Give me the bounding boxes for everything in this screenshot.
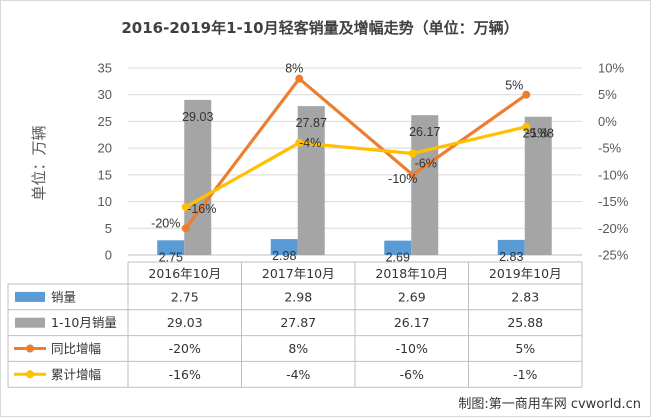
table-cell: -1%: [513, 367, 537, 382]
y-tick-label: 15: [98, 167, 112, 182]
table-cell: 27.87: [280, 315, 316, 330]
y-tick-label: 10: [98, 194, 112, 209]
y-tick-label: 30: [98, 87, 112, 102]
table-cell: 2.98: [284, 289, 312, 304]
line-data-label: 5%: [505, 79, 523, 93]
bar-data-label: 2.75: [159, 250, 183, 264]
line-point: [522, 122, 531, 131]
category-label: 2016年10月: [148, 266, 221, 281]
table-cell: 8%: [288, 341, 308, 356]
bar-data-label: 2.69: [386, 251, 410, 265]
category-label: 2019年10月: [489, 266, 562, 281]
line-point: [408, 149, 417, 158]
legend-label: 销量: [51, 289, 76, 304]
legend-swatch: [15, 317, 45, 328]
bar-data-label: 26.17: [409, 125, 440, 139]
legend-marker: [26, 370, 34, 379]
legend-label: 1-10月销量: [51, 315, 117, 330]
line-data-label: -4%: [299, 136, 321, 150]
y-tick-label: 0: [105, 248, 112, 263]
table-cell: -6%: [400, 367, 424, 382]
line-data-label: -16%: [187, 202, 216, 216]
line-point: [295, 138, 304, 147]
table-cell: 2.83: [511, 289, 539, 304]
bar-data-label: 29.03: [182, 110, 213, 124]
line-data-label: -6%: [415, 156, 437, 170]
table-cell: 5%: [515, 341, 535, 356]
y2-tick-label: -15%: [598, 194, 629, 209]
legend-marker: [26, 344, 34, 353]
category-label: 2018年10月: [375, 266, 448, 281]
bar-data-label: 2.83: [499, 250, 523, 264]
line-data-label: -1%: [526, 126, 548, 140]
legend-label: 同比增幅: [51, 341, 101, 356]
bar: [270, 239, 298, 255]
credit-text: 制图:第一商用车网 cvworld.cn: [458, 396, 641, 412]
y-tick-label: 35: [98, 61, 112, 76]
table-cell: -16%: [169, 367, 201, 382]
chart-title: 2016-2019年1-10月轻客销量及增幅走势（单位：万辆）: [121, 19, 518, 37]
y2-tick-label: 5%: [598, 87, 617, 102]
line-data-label: -20%: [151, 216, 180, 230]
legend-swatch: [15, 291, 45, 302]
line-data-label: 8%: [285, 62, 303, 76]
table-cell: -10%: [396, 341, 428, 356]
series-line: [184, 125, 528, 209]
y-tick-label: 5: [105, 221, 112, 236]
series-line: [184, 77, 528, 230]
bar-data-label: 25.88: [523, 127, 554, 141]
y2-tick-label: -25%: [598, 248, 629, 263]
y-axis-title-group: 单位：万辆: [30, 125, 48, 200]
y2-tick-label: -20%: [598, 221, 629, 236]
bar: [411, 115, 439, 255]
y2-tick-label: 10%: [598, 61, 624, 76]
table-cell: 2.69: [398, 289, 426, 304]
line-point: [295, 74, 304, 83]
legend-label: 累计增幅: [51, 367, 101, 382]
table-cell: 2.75: [171, 289, 199, 304]
table-cell: 25.88: [507, 315, 543, 330]
y2-tick-label: 0%: [598, 114, 617, 129]
line-point: [408, 170, 417, 179]
table-cell: 26.17: [394, 315, 430, 330]
line-point: [181, 224, 190, 233]
bar-data-label: 2.98: [272, 249, 296, 263]
y-tick-label: 20: [98, 141, 112, 156]
bar: [157, 240, 185, 255]
y2-tick-label: -5%: [598, 141, 622, 156]
table-cell: -4%: [286, 367, 310, 382]
y-axis-title: 单位：万辆: [30, 125, 48, 200]
category-label: 2017年10月: [262, 266, 335, 281]
table-cell: 29.03: [167, 315, 203, 330]
y2-tick-label: -10%: [598, 167, 629, 182]
bar: [524, 116, 552, 255]
line-data-label: -10%: [388, 172, 417, 186]
bar-data-label: 27.87: [296, 116, 327, 130]
bar: [297, 106, 325, 255]
bar: [497, 239, 525, 255]
bar: [384, 240, 412, 255]
y-tick-label: 25: [98, 114, 112, 129]
line-point: [181, 202, 190, 211]
table-cell: -20%: [169, 341, 201, 356]
line-point: [522, 90, 531, 99]
